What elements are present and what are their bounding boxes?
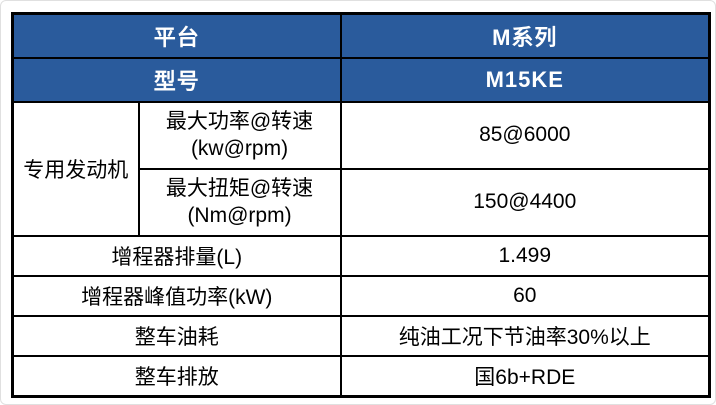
row-model: 型号 M15KE — [11, 56, 711, 103]
displacement-value-cell: 1.499 — [339, 235, 711, 278]
row-emission: 整车排放 国6b+RDE — [11, 355, 711, 398]
platform-value-cell: M系列 — [339, 12, 711, 59]
max-power-label-cell: 最大功率@转速 (kw@rpm) — [137, 100, 342, 170]
displacement-label-cell: 增程器排量(L) — [11, 235, 342, 278]
max-power-value-cell: 85@6000 — [339, 100, 711, 170]
model-value-cell: M15KE — [339, 56, 711, 103]
max-torque-value-cell: 150@4400 — [339, 167, 711, 238]
fuel-consumption-value-cell: 纯油工况下节油率30%以上 — [339, 315, 711, 358]
row-max-power: 专用发动机 最大功率@转速 (kw@rpm) 85@6000 — [11, 100, 711, 238]
max-torque-label-cell: 最大扭矩@转速 (Nm@rpm) — [137, 167, 342, 238]
emission-label-cell: 整车排放 — [11, 355, 342, 398]
row-platform: 平台 M系列 — [11, 12, 711, 59]
row-displacement: 增程器排量(L) 1.499 — [11, 235, 711, 278]
row-fuel-consumption: 整车油耗 纯油工况下节油率30%以上 — [11, 315, 711, 358]
peak-power-value-cell: 60 — [339, 275, 711, 318]
engine-spec-table: 平台 M系列 型号 M15KE 专用发动机 最大功率@转速 (kw@rpm) 8… — [11, 12, 712, 398]
row-max-torque: 最大扭矩@转速 (Nm@rpm) 150@4400 — [13, 167, 711, 238]
fuel-consumption-label-cell: 整车油耗 — [11, 315, 342, 358]
platform-label-cell: 平台 — [11, 12, 342, 59]
peak-power-label-cell: 增程器峰值功率(kW) — [11, 275, 342, 318]
model-label-cell: 型号 — [11, 56, 342, 103]
engine-group-label-cell: 专用发动机 — [11, 100, 140, 238]
row-peak-power: 增程器峰值功率(kW) 60 — [11, 275, 711, 318]
emission-value-cell: 国6b+RDE — [339, 355, 711, 398]
